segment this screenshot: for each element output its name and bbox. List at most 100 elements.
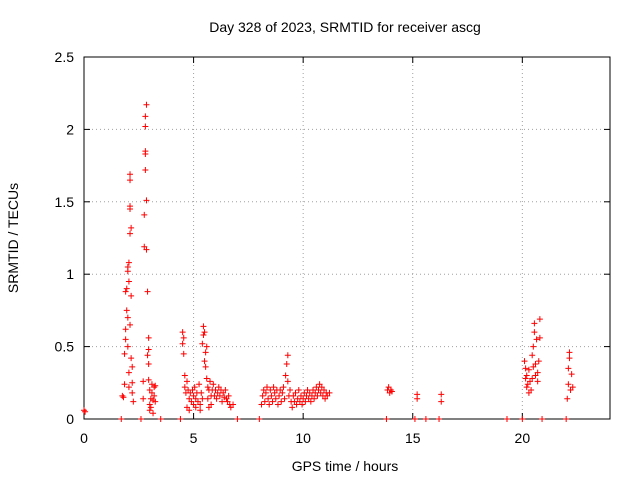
x-axis-label: GPS time / hours [292, 458, 399, 474]
data-point [199, 395, 206, 402]
data-point [140, 378, 147, 385]
data-point [276, 392, 283, 399]
data-point [120, 394, 127, 401]
data-point [292, 389, 299, 396]
data-point [438, 391, 445, 398]
axis-ticks: 0 0.5 1 1.5 2 2.5 0 5 10 15 20 [55, 49, 610, 446]
data-point [122, 326, 129, 333]
data-point [181, 384, 188, 391]
data-point [184, 378, 191, 385]
data-point [311, 395, 318, 402]
data-point [142, 123, 149, 130]
data-point [127, 203, 134, 210]
data-point [201, 358, 208, 365]
data-point [181, 372, 188, 379]
data-point [81, 407, 87, 414]
data-point [125, 259, 132, 266]
data-point [287, 387, 294, 394]
data-point [203, 375, 210, 382]
data-point [414, 391, 421, 398]
data-point [284, 378, 291, 385]
data-point [272, 395, 279, 402]
data-point [258, 401, 265, 408]
data-point [179, 329, 186, 336]
data-point [274, 401, 281, 408]
data-point [146, 401, 153, 408]
x-tick-label: 5 [190, 430, 198, 446]
data-point [179, 340, 186, 347]
data-point [307, 398, 314, 405]
data-point [197, 407, 204, 414]
data-point [565, 365, 572, 372]
data-point [152, 398, 159, 405]
data-point [535, 358, 542, 365]
data-point [127, 171, 134, 178]
data-point [119, 392, 126, 399]
plot-frame [83, 56, 611, 420]
data-point [289, 404, 296, 411]
data-point [208, 401, 215, 408]
data-point [121, 381, 128, 388]
data-point [216, 392, 223, 399]
data-point [270, 384, 277, 391]
data-point [191, 384, 198, 391]
data-point [523, 372, 530, 379]
data-point [144, 352, 151, 359]
data-point [199, 340, 206, 347]
data-point [234, 416, 241, 422]
data-point [530, 343, 537, 350]
data-point [140, 395, 147, 402]
data-point [129, 379, 136, 386]
data-point [201, 329, 208, 336]
y-axis-label: SRMTID / TECUs [5, 183, 21, 293]
data-point [532, 360, 539, 367]
data-point [145, 376, 152, 383]
data-point [207, 378, 214, 385]
data-point [295, 387, 302, 394]
data-point [265, 395, 272, 402]
data-point [125, 369, 132, 376]
data-point [436, 416, 443, 422]
data-point [147, 404, 154, 411]
data-point [529, 375, 536, 382]
data-point [124, 314, 131, 321]
data-point [200, 332, 207, 339]
data-point [145, 334, 152, 341]
data-point [521, 358, 528, 365]
data-point [210, 381, 217, 388]
data-point [177, 416, 184, 422]
data-point [536, 334, 543, 341]
data-point [534, 369, 541, 376]
data-point [269, 398, 276, 405]
data-point [230, 401, 237, 408]
data-point [118, 416, 125, 422]
data-point [268, 392, 275, 399]
data-point [150, 410, 157, 417]
data-point [128, 224, 135, 231]
data-point [302, 398, 309, 405]
data-point [129, 389, 136, 396]
data-point [127, 321, 134, 328]
x-tick-label: 20 [515, 430, 531, 446]
data-point [219, 398, 226, 405]
data-point [142, 113, 149, 120]
data-point [203, 343, 210, 350]
data-point [566, 349, 573, 356]
data-point [283, 360, 290, 367]
data-point [137, 416, 144, 422]
data-point [564, 395, 571, 402]
data-point [142, 166, 149, 173]
data-point [267, 387, 274, 394]
x-tick-label: 10 [295, 430, 311, 446]
y-tick-label: 1.5 [55, 194, 75, 210]
data-point [525, 366, 532, 373]
data-point [204, 395, 211, 402]
data-point [145, 360, 152, 367]
data-point [130, 398, 137, 405]
data-point [225, 392, 232, 399]
data-point [314, 392, 321, 399]
data-point [125, 278, 132, 285]
data-point [123, 285, 130, 292]
